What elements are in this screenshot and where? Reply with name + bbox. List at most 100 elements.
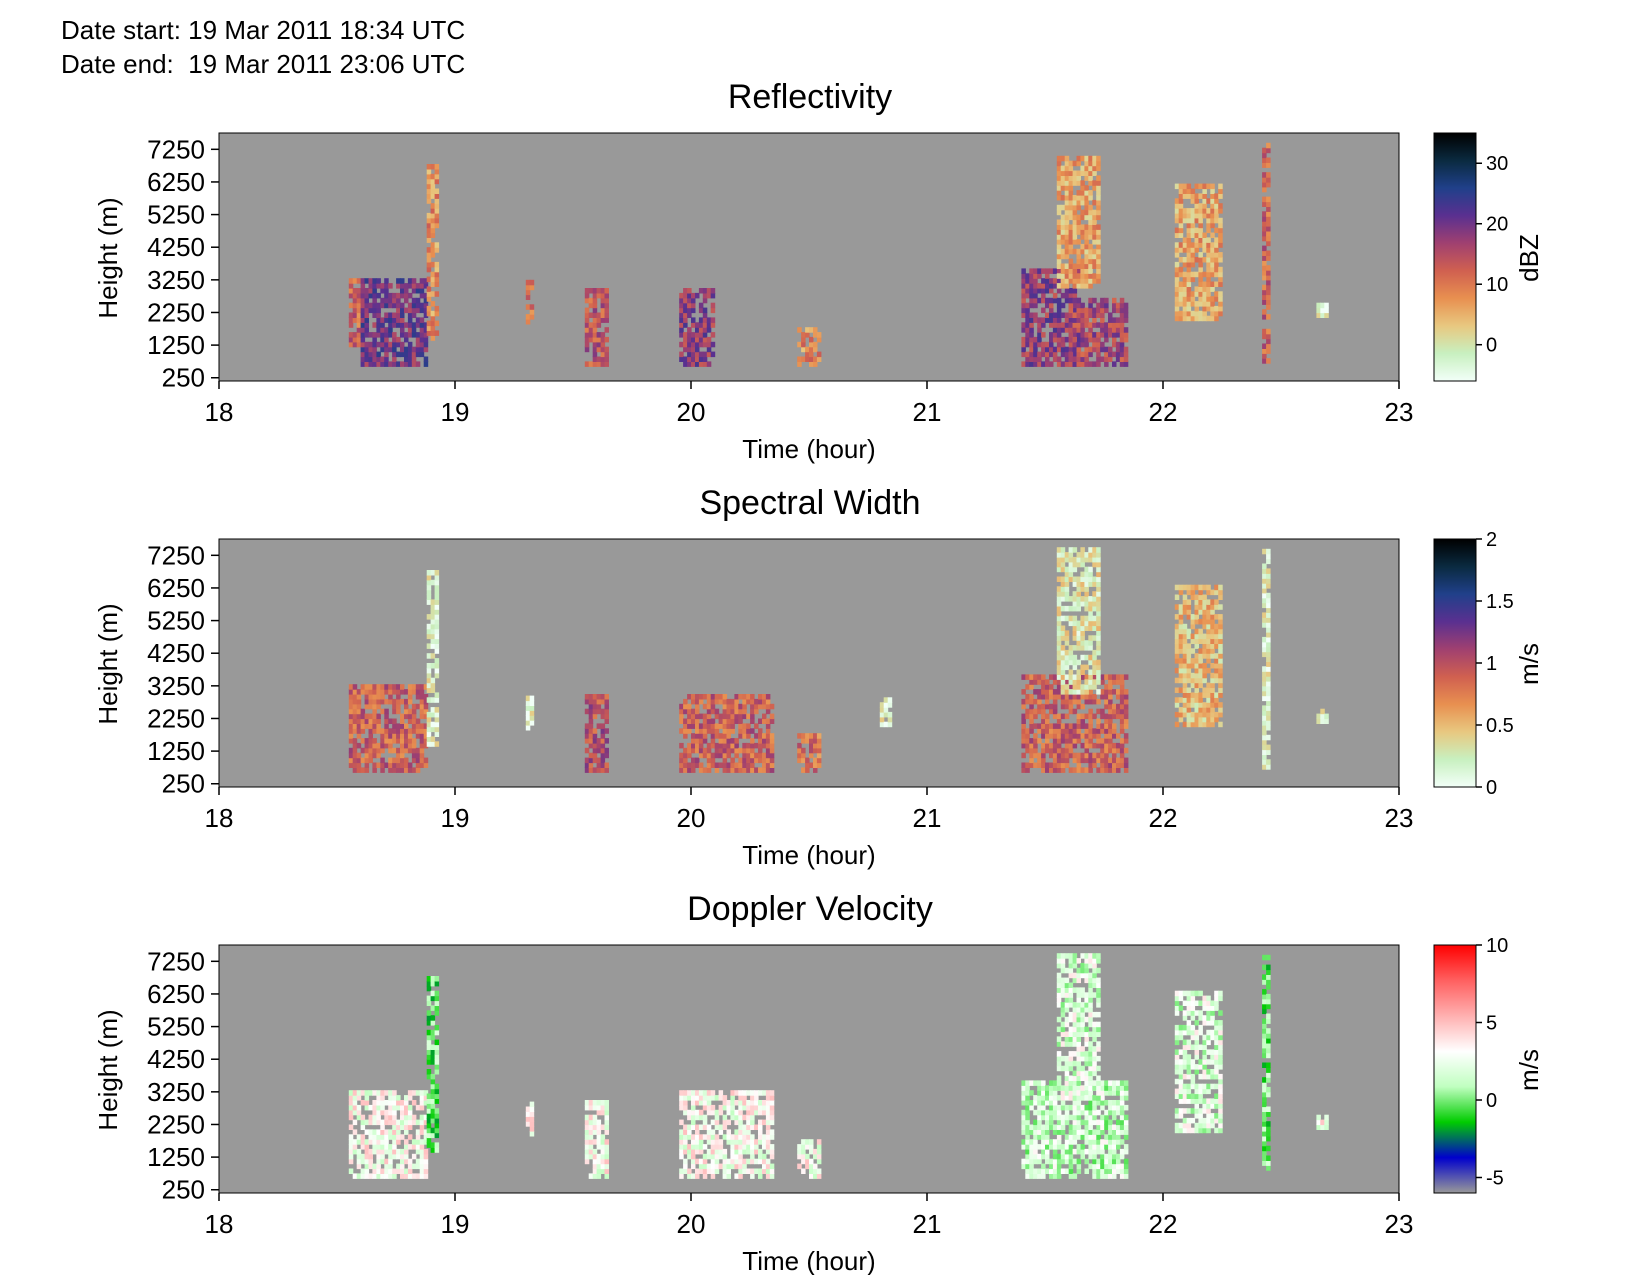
echo-cell (1266, 181, 1271, 188)
echo-cell (434, 594, 440, 600)
echo-cell (1056, 317, 1062, 323)
echo-cell (348, 733, 354, 739)
echo-cell (384, 346, 389, 353)
echo-cell (1072, 278, 1078, 284)
echo-cell (1178, 677, 1184, 684)
echo-cell (1072, 566, 1078, 573)
echo-cell (1198, 633, 1203, 640)
echo-cell (1025, 1090, 1030, 1096)
echo-cell (372, 1104, 377, 1111)
echo-cell (423, 336, 429, 343)
echo-cell (1092, 1085, 1097, 1091)
echo-cell (714, 1168, 720, 1174)
echo-cell (426, 741, 432, 747)
echo-cell (1210, 604, 1215, 610)
echo-cell (1076, 1163, 1082, 1170)
echo-cell (730, 728, 735, 734)
echo-cell (388, 341, 393, 348)
echo-cell (411, 708, 417, 715)
echo-cell (758, 1129, 763, 1135)
echo-cell (1056, 649, 1062, 656)
echo-cell (1115, 356, 1121, 362)
echo-cell (352, 312, 358, 318)
echo-cell (434, 173, 440, 180)
echo-cell (1056, 346, 1062, 353)
echo-cell (1056, 341, 1062, 348)
echo-cell (742, 703, 747, 710)
date-end-label: Date end: (61, 49, 174, 79)
echo-cell (726, 1104, 731, 1111)
echo-cell (1194, 315, 1199, 322)
echo-cell (1198, 291, 1203, 297)
echo-cell (1119, 361, 1125, 367)
echo-cell (1084, 195, 1089, 201)
echo-cell (1049, 302, 1054, 309)
echo-cell (687, 694, 692, 700)
echo-cell (1104, 694, 1109, 700)
echo-cell (1056, 180, 1062, 186)
echo-cell (1060, 292, 1066, 299)
echo-cell (1064, 1085, 1070, 1091)
echo-cell (1072, 1134, 1078, 1140)
echo-cell (356, 1148, 362, 1155)
echo-cell (392, 1153, 397, 1160)
echo-cell (1210, 183, 1215, 190)
echo-cell (797, 1163, 802, 1170)
echo-cell (683, 1104, 688, 1111)
echo-cell (1068, 689, 1074, 695)
echo-cell (1092, 312, 1097, 318)
echo-cell (706, 292, 712, 299)
echo-cell (415, 1119, 421, 1126)
echo-cell (1123, 332, 1129, 338)
echo-cell (1076, 1055, 1081, 1062)
echo-cell (1060, 561, 1066, 568)
echo-cell (1037, 322, 1042, 328)
echo-cell (1076, 268, 1082, 274)
echo-cell (1068, 561, 1074, 568)
echo-cell (702, 733, 708, 739)
echo-cell (380, 1095, 385, 1101)
echo-cell (750, 1148, 755, 1155)
echo-cell (1202, 648, 1207, 654)
echo-cell (1112, 317, 1117, 323)
echo-cell (426, 677, 432, 684)
echo-cell (1119, 1124, 1125, 1130)
echo-cell (1178, 716, 1184, 723)
echo-cell (738, 1168, 743, 1174)
echo-cell (380, 733, 385, 739)
echo-cell (392, 1104, 397, 1111)
echo-cell (1068, 615, 1074, 622)
echo-cell (1096, 1109, 1101, 1116)
echo-cell (1092, 654, 1097, 661)
echo-cell (695, 703, 700, 710)
echo-cell (596, 1163, 602, 1170)
spectral-width-xlabel: Time (hour) (742, 840, 875, 870)
echo-cell (1119, 674, 1125, 680)
echo-cell (407, 689, 413, 695)
echo-cell (734, 1139, 739, 1145)
echo-cell (695, 1148, 700, 1155)
echo-cell (1060, 165, 1066, 172)
echo-cell (419, 1119, 425, 1126)
echo-cell (1068, 258, 1074, 265)
echo-cell (1068, 1114, 1074, 1121)
echo-cell (1202, 296, 1207, 302)
echo-cell (683, 1134, 688, 1140)
echo-cell (1088, 332, 1093, 338)
echo-cell (1072, 664, 1078, 671)
echo-cell (742, 747, 747, 754)
echo-cell (411, 327, 417, 333)
echo-cell (738, 733, 743, 739)
echo-cell (360, 757, 366, 764)
echo-cell (423, 322, 429, 328)
echo-cell (1320, 312, 1325, 318)
echo-cell (1033, 356, 1038, 362)
echo-cell (695, 757, 700, 764)
echo-cell (1202, 208, 1207, 214)
echo-cell (419, 752, 425, 759)
echo-cell (430, 1147, 436, 1153)
echo-cell (1072, 307, 1078, 314)
echo-cell (415, 351, 421, 358)
echo-cell (352, 297, 358, 304)
echo-cell (679, 317, 684, 323)
